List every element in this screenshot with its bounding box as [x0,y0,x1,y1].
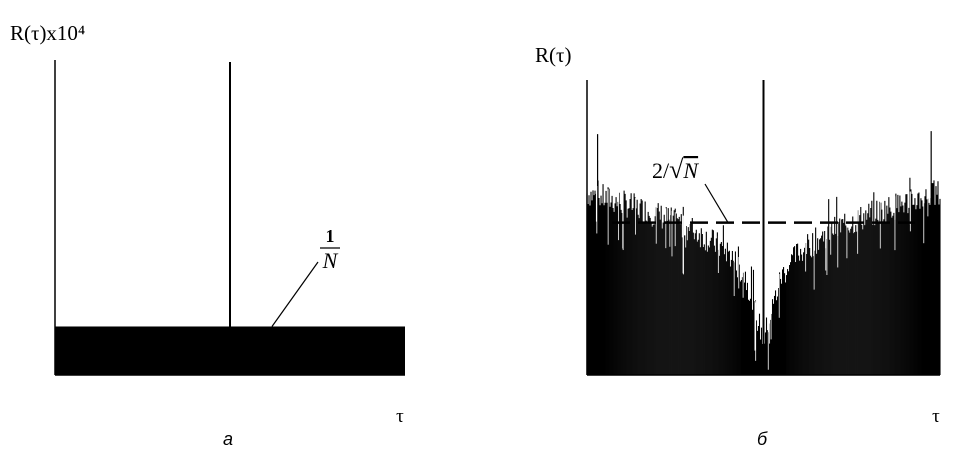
panel-a-annotation-denominator: N [322,248,339,273]
panel-b-threshold-label: 2/√N [652,155,699,184]
panel-a-bars [55,62,405,375]
panel-a-caption: а [223,429,233,449]
panel-b-annotation-leader [704,183,729,223]
panel-b-xlabel: τ [932,406,940,427]
panel-a-xlabel: τ [396,406,404,427]
panel-a-annotation-leader [271,261,319,327]
panel-b: R(τ) τ 2/√N б [535,43,941,449]
panel-a-annotation-numerator: 1 [326,226,335,246]
panel-b-bars [586,80,941,375]
panel-a: R(τ)x10⁴ τ 1 N а [10,21,405,449]
panel-a-ylabel: R(τ)x10⁴ [10,21,85,45]
panel-b-ylabel: R(τ) [535,43,571,67]
panel-b-caption: б [757,429,768,449]
